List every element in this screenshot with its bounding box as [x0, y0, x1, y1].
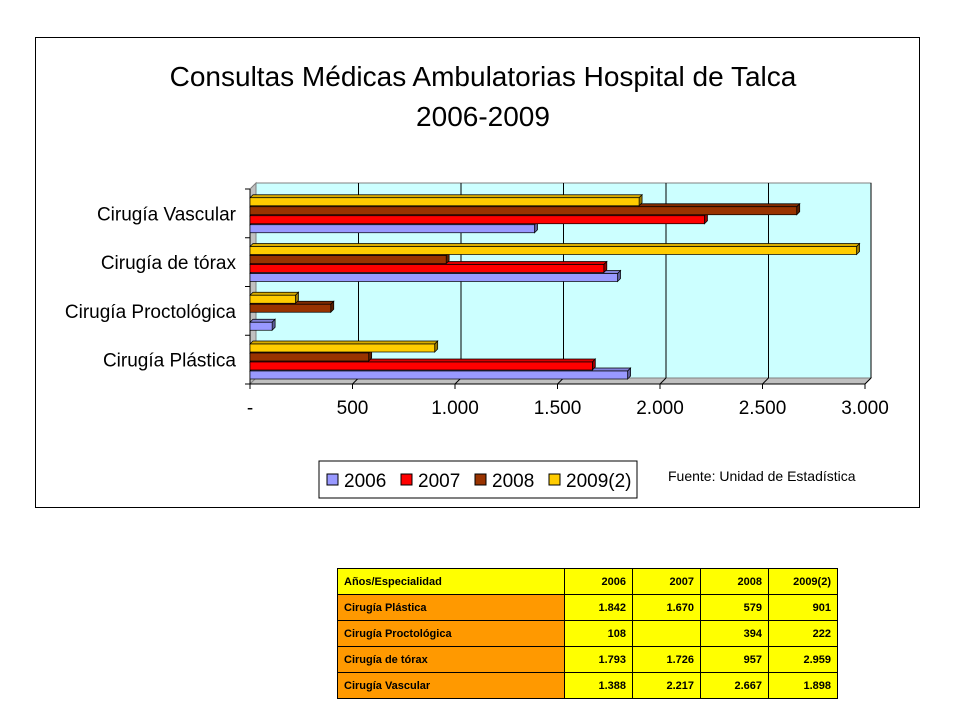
table-cell: 579: [700, 594, 769, 621]
table-cell: 2.959: [768, 646, 838, 673]
y-tick-label: Cirugía Plástica: [103, 351, 236, 372]
bar: [249, 246, 857, 255]
table-row-label: Cirugía Vascular: [337, 672, 565, 699]
table-header-cell: 2009(2): [768, 568, 838, 595]
y-tick-label: Cirugía Proctológica: [65, 302, 237, 323]
y-tick-label: Cirugía de tórax: [101, 253, 237, 274]
x-tick-label: 500: [337, 398, 369, 419]
table-cell: 957: [700, 646, 769, 673]
x-tick-label: 1.500: [534, 398, 582, 419]
chart-frame: Consultas Médicas Ambulatorias Hospital …: [35, 37, 920, 508]
table-header-cell: Años/Especialidad: [337, 568, 565, 595]
legend-label: 2008: [492, 471, 534, 492]
legend-label: 2009(2): [566, 471, 632, 492]
table-cell: 108: [564, 620, 633, 647]
table-cell: 1.898: [768, 672, 838, 699]
table-row: Cirugía Proctológica 108 394 222: [337, 620, 838, 647]
legend-swatch: [474, 473, 487, 486]
x-tick-label: 1.000: [431, 398, 479, 419]
bar: [249, 224, 535, 234]
chart-title: Consultas Médicas Ambulatorias Hospital …: [170, 61, 797, 92]
chart-subtitle: 2006-2009: [416, 101, 550, 132]
bar: [249, 303, 332, 313]
bar: [249, 273, 618, 282]
x-tick-label: 2.500: [739, 398, 787, 419]
bar: [249, 370, 628, 380]
table-cell: 1.842: [564, 594, 633, 621]
legend-swatch: [400, 473, 413, 486]
table-cell: 1.726: [632, 646, 701, 673]
table-header-cell: 2007: [632, 568, 701, 595]
bar: [249, 343, 436, 353]
bar-top: [249, 340, 439, 345]
data-table: Años/Especialidad 2006 2007 2008 2009(2)…: [337, 568, 838, 699]
legend-label: 2007: [418, 471, 460, 492]
table-row-label: Cirugía Proctológica: [337, 620, 565, 647]
bar: [249, 255, 447, 264]
table-row-label: Cirugía Plástica: [337, 594, 565, 621]
table-row: Cirugía de tórax 1.793 1.726 957 2.959: [337, 646, 838, 673]
table-cell: 1.388: [564, 672, 633, 699]
y-tick-label: Cirugía Vascular: [97, 204, 237, 225]
table-cell: 1.793: [564, 646, 633, 673]
bar-chart: Consultas Médicas Ambulatorias Hospital …: [65, 61, 889, 499]
table-header-cell: 2006: [564, 568, 633, 595]
bar: [249, 264, 605, 273]
bar-top: [249, 243, 861, 247]
legend-label: 2006: [344, 471, 386, 492]
legend-swatch: [548, 473, 561, 486]
table-cell: 1.670: [632, 594, 701, 621]
table-row: Cirugía Vascular 1.388 2.217 2.667 1.898: [337, 672, 838, 699]
table-cell: 2.667: [700, 672, 769, 699]
gridline-floor: [762, 377, 769, 385]
table-cell: 222: [768, 620, 838, 647]
source-note: Fuente: Unidad de Estadística: [668, 468, 856, 484]
bar: [249, 215, 705, 225]
x-tick-label: 2.000: [636, 398, 684, 419]
bar: [249, 294, 296, 304]
bar-top: [249, 318, 276, 323]
table-cell: [632, 620, 701, 647]
table-row-label: Cirugía de tórax: [337, 646, 565, 673]
gridline-floor: [659, 377, 667, 385]
table-cell: 394: [700, 620, 769, 647]
bar-top: [249, 194, 643, 199]
bar: [249, 361, 593, 371]
bar: [249, 321, 273, 331]
table-header-cell: 2008: [700, 568, 769, 595]
bar: [249, 197, 640, 207]
bar-top: [249, 291, 300, 296]
bar: [249, 352, 370, 362]
bar: [249, 206, 798, 216]
table-cell: 901: [768, 594, 838, 621]
x-tick-label: -: [247, 398, 253, 419]
table-cell: 2.217: [632, 672, 701, 699]
legend-swatch: [326, 473, 339, 486]
gridline-floor: [864, 377, 872, 385]
x-tick-label: 3.000: [841, 398, 889, 419]
table-header-row: Años/Especialidad 2006 2007 2008 2009(2): [337, 568, 838, 595]
table-row: Cirugía Plástica 1.842 1.670 579 901: [337, 594, 838, 621]
